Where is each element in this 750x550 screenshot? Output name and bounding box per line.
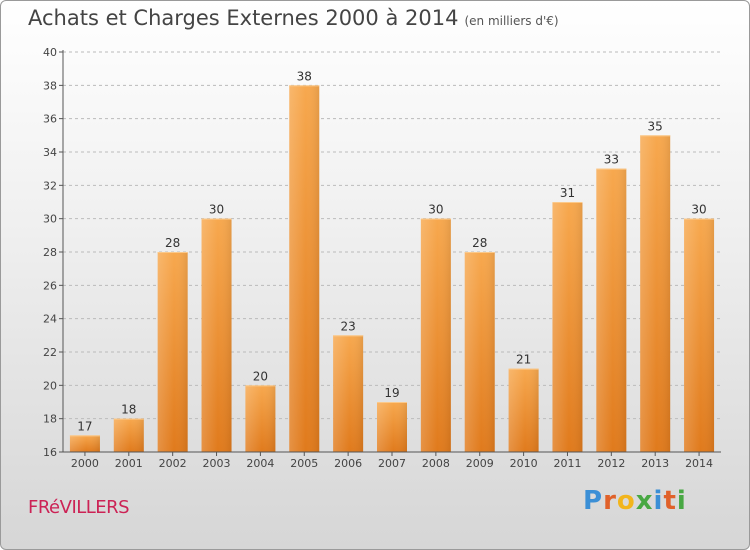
bar-value-label: 17 (77, 419, 92, 433)
x-tick-label: 2006 (334, 457, 362, 470)
y-tick-label: 20 (43, 379, 57, 392)
x-tick-label: 2001 (115, 457, 143, 470)
bar-value-label: 20 (253, 369, 268, 383)
x-tick-label: 2008 (422, 457, 450, 470)
axes (59, 50, 721, 456)
bar-value-label: 28 (165, 236, 180, 250)
logo-letter: i (676, 486, 687, 516)
x-tick-label: 2004 (246, 457, 274, 470)
logo-letter: P (583, 486, 604, 516)
bar-shade (464, 252, 495, 452)
bar-value-label: 21 (516, 353, 531, 367)
x-tick-label: 2002 (159, 457, 187, 470)
y-tick-label: 26 (43, 279, 57, 292)
y-tick-label: 38 (43, 79, 57, 92)
x-tick-label: 2010 (510, 457, 538, 470)
y-tick-label: 28 (43, 246, 57, 259)
bar-value-label: 30 (209, 203, 224, 217)
logo-letter: i (653, 486, 664, 516)
y-tick-label: 22 (43, 346, 57, 359)
y-tick-label: 40 (43, 46, 57, 59)
title-text: Achats et Charges Externes 2000 à 2014 (28, 6, 459, 30)
y-tick-label: 32 (43, 179, 57, 192)
bar-shade (508, 368, 539, 452)
bar-shade (201, 218, 232, 452)
bar-shade (684, 218, 715, 452)
y-tick-label: 24 (43, 313, 57, 326)
bar-value-label: 30 (428, 203, 443, 217)
x-tick-label: 2007 (378, 457, 406, 470)
x-tick-label: 2009 (466, 457, 494, 470)
logo-letter: x (635, 486, 654, 516)
chart-title: Achats et Charges Externes 2000 à 2014 (e… (28, 6, 559, 30)
bar-value-label: 18 (121, 403, 136, 417)
y-tick-label: 36 (43, 113, 57, 126)
bar-shade (113, 418, 144, 452)
bar-value-label: 38 (297, 69, 312, 83)
x-tick-label: 2003 (203, 457, 231, 470)
labels: 16 18 20 22 24 26 28 30 32 34 36 38 40 17 2000 18 2001 28… (43, 46, 713, 470)
bar-shade (596, 168, 627, 452)
proxiti-logo[interactable]: Proxiti (583, 486, 687, 516)
y-tick-label: 18 (43, 413, 57, 426)
x-tick-label: 2014 (685, 457, 713, 470)
bar-value-label: 33 (604, 153, 619, 167)
bar-shade (245, 385, 276, 452)
bar-shade (289, 85, 320, 452)
y-tick-label: 34 (43, 146, 57, 159)
bar-shade (333, 335, 364, 452)
bar-shade (69, 435, 100, 452)
bar-value-label: 28 (472, 236, 487, 250)
logo-letter: t (663, 486, 677, 516)
title-unit: (en milliers d'€) (464, 14, 559, 28)
logo-letter: r (603, 486, 617, 516)
x-tick-label: 2012 (597, 457, 625, 470)
bars (69, 85, 715, 453)
bar-value-label: 23 (340, 319, 355, 333)
bar-value-label: 19 (384, 386, 399, 400)
y-tick-label: 16 (43, 446, 57, 459)
x-tick-label: 2000 (71, 457, 99, 470)
bar-value-label: 35 (648, 119, 663, 133)
bar-shade (157, 252, 188, 452)
bar-shade (377, 402, 407, 452)
x-tick-label: 2005 (290, 457, 318, 470)
bar-shade (640, 135, 671, 453)
y-tick-label: 30 (43, 213, 57, 226)
bar-shade (420, 218, 451, 452)
x-tick-label: 2011 (553, 457, 581, 470)
x-tick-label: 2013 (641, 457, 669, 470)
bar-value-label: 30 (691, 203, 706, 217)
bar-shade (552, 202, 583, 452)
logo-letter: o (616, 486, 636, 516)
bar-value-label: 31 (560, 186, 575, 200)
commune-name: FRéVILLERS (28, 497, 130, 518)
